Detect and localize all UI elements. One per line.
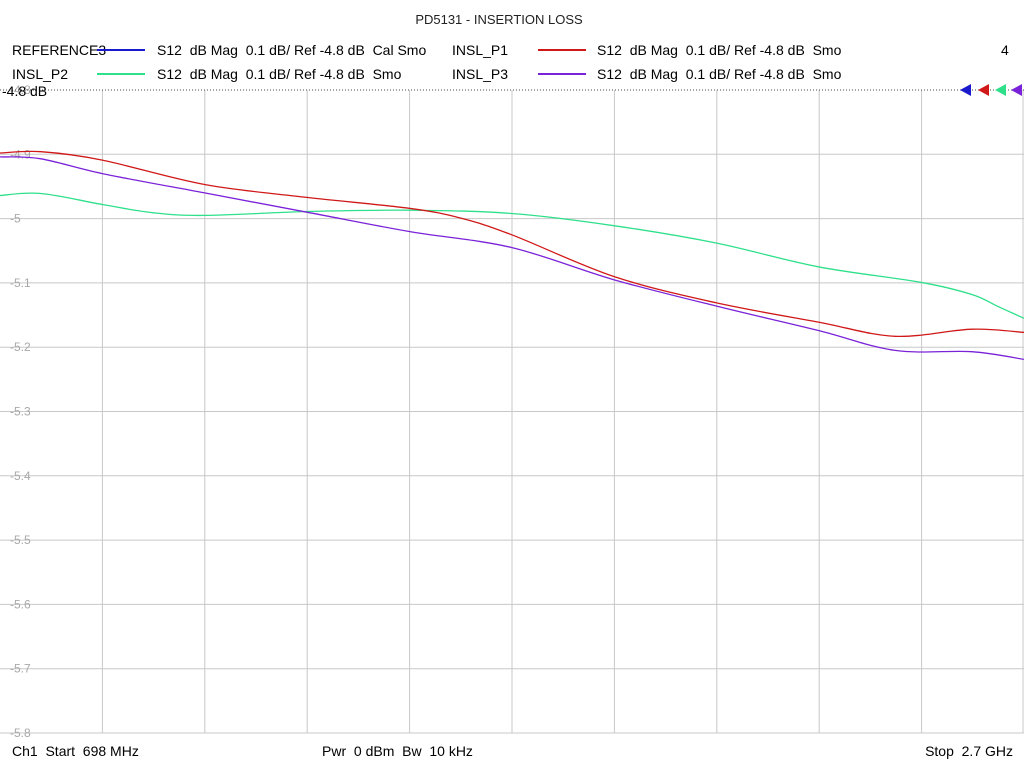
reference-marker-insl-p2 — [995, 84, 1006, 96]
y-tick-label: -5.4 — [10, 469, 31, 483]
trace-insl-p3 — [0, 156, 1024, 361]
y-tick-label: -4.9 — [10, 147, 31, 161]
legend-entry-insl-p3: INSL_P3 S12 dB Mag 0.1 dB/ Ref -4.8 dB S… — [452, 66, 842, 82]
y-tick-label: -5.7 — [10, 662, 31, 676]
legend-trace-name: INSL_P1 — [452, 42, 508, 58]
y-tick-label: -5.1 — [10, 276, 31, 290]
reference-marker-insl-p1 — [978, 84, 989, 96]
chart-title: PD5131 - INSERTION LOSS — [415, 12, 583, 27]
reference-level-label: -4.8 dB — [2, 83, 47, 99]
legend-trace-description: S12 dB Mag 0.1 dB/ Ref -4.8 dB Smo — [597, 42, 842, 58]
y-tick-label: -5 — [10, 212, 21, 226]
legend-trace-name: INSL_P2 — [12, 66, 68, 82]
trace-insl-p1 — [0, 150, 1024, 338]
start-frequency: Ch1 Start 698 MHz — [12, 743, 139, 759]
y-tick-label: -5.3 — [10, 405, 31, 419]
reference-marker-reference3 — [960, 84, 971, 96]
reference-markers — [960, 84, 1022, 96]
traces — [0, 150, 1024, 361]
y-tick-labels: -4.8 -4.9 -5 -5.1 -5.2 -5.3 -5.4 -5.5 -5.6 -5.7 -5… — [10, 83, 31, 740]
trace-insl-p2 — [0, 192, 1024, 319]
legend-entry-insl-p1: INSL_P1 S12 dB Mag 0.1 dB/ Ref -4.8 dB S… — [452, 42, 842, 58]
reference-marker-insl-p3 — [1011, 84, 1022, 96]
legend-trace-description: S12 dB Mag 0.1 dB/ Ref -4.8 dB Smo — [597, 66, 842, 82]
grid — [0, 90, 1024, 734]
legend-entry-reference3: REFERENCE3 S12 dB Mag 0.1 dB/ Ref -4.8 d… — [12, 42, 426, 58]
y-tick-label: -4.8 — [10, 83, 31, 97]
legend-trace-description: S12 dB Mag 0.1 dB/ Ref -4.8 dB Smo — [157, 66, 402, 82]
y-tick-label: -5.8 — [10, 726, 31, 740]
legend-trace-name: REFERENCE3 — [12, 42, 106, 58]
y-tick-label: -5.6 — [10, 597, 31, 611]
y-tick-label: -5.5 — [10, 533, 31, 547]
power-bandwidth: Pwr 0 dBm Bw 10 kHz — [322, 743, 473, 759]
stop-frequency: Stop 2.7 GHz — [925, 743, 1013, 759]
y-tick-label: -5.2 — [10, 340, 31, 354]
legend-trace-name: INSL_P3 — [452, 66, 508, 82]
channel-number: 4 — [1001, 42, 1009, 58]
legend-trace-description: S12 dB Mag 0.1 dB/ Ref -4.8 dB Cal Smo — [157, 42, 426, 58]
legend-entry-insl-p2: INSL_P2 S12 dB Mag 0.1 dB/ Ref -4.8 dB S… — [12, 66, 402, 82]
